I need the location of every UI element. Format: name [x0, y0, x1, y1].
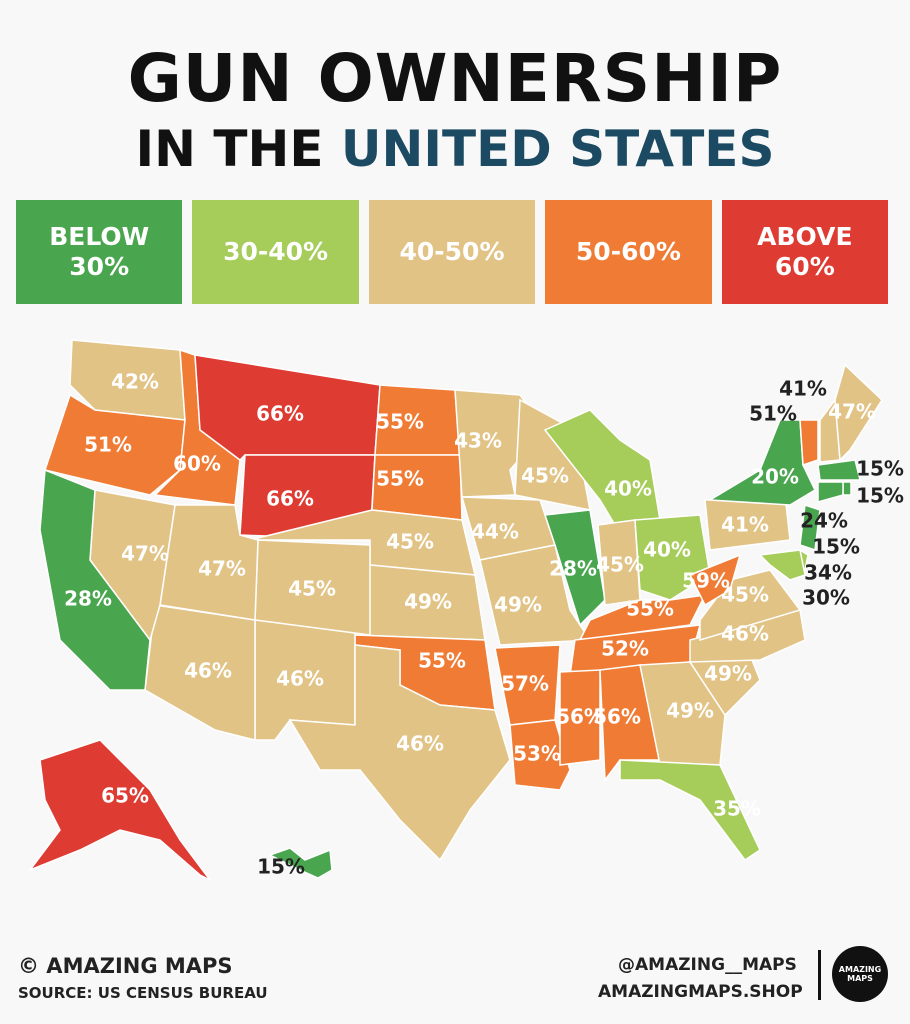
handle: @AMAZING__MAPS: [618, 955, 797, 975]
state-label: 66%: [256, 402, 304, 426]
state-label: 49%: [666, 699, 714, 723]
state: [509, 719, 571, 791]
state: [619, 759, 761, 862]
state-label: 45%: [386, 530, 434, 554]
state-label: 46%: [396, 732, 444, 756]
state-label: 49%: [404, 590, 452, 614]
state-label: 28%: [549, 557, 597, 581]
divider: [818, 950, 821, 1000]
state-label: 35%: [713, 797, 761, 821]
state: [288, 644, 511, 862]
state-label: 56%: [556, 705, 604, 729]
state-label: 15%: [856, 457, 904, 481]
state-label: 43%: [454, 429, 502, 453]
state-label: 41%: [721, 513, 769, 537]
state: [758, 549, 806, 581]
state-label: 15%: [812, 535, 860, 559]
state-label: 24%: [800, 509, 848, 533]
legend-item: 40-50%: [368, 200, 536, 304]
legend-item: BELOW 30%: [16, 200, 183, 304]
state-label: 45%: [288, 577, 336, 601]
subtitle: IN THE UNITED STATES: [0, 120, 910, 178]
state-label: 45%: [596, 553, 644, 577]
state: [817, 481, 844, 503]
state-label: 47%: [198, 557, 246, 581]
state-label: 45%: [721, 583, 769, 607]
state: [543, 409, 661, 526]
state: [688, 553, 742, 607]
state-label: 65%: [101, 784, 149, 808]
state: [834, 363, 883, 462]
state: [842, 481, 852, 496]
state: [639, 661, 726, 766]
state: [799, 503, 821, 552]
state-label: 52%: [601, 637, 649, 661]
legend-item: 50-60%: [545, 200, 712, 304]
subtitle-a: IN THE: [135, 120, 324, 178]
state-label: 42%: [111, 370, 159, 394]
state-label: 60%: [173, 452, 221, 476]
state-label: 44%: [471, 520, 519, 544]
state-label: 40%: [643, 538, 691, 562]
state-label: 34%: [804, 561, 852, 585]
state-label: 66%: [266, 487, 314, 511]
source: SOURCE: US CENSUS BUREAU: [18, 984, 268, 1002]
logo: AMAZING MAPS: [832, 946, 888, 1002]
state-label: 46%: [721, 622, 769, 646]
state-label: 55%: [418, 649, 466, 673]
state-label: 15%: [257, 855, 305, 879]
state: [707, 419, 816, 506]
state-label: 57%: [501, 672, 549, 696]
copyright: © AMAZING MAPS: [18, 954, 233, 978]
state: [39, 468, 151, 691]
state-label: 20%: [751, 465, 799, 489]
state-label: 45%: [521, 464, 569, 488]
state: [559, 669, 601, 766]
state-label: 40%: [604, 477, 652, 501]
state-label: 56%: [593, 705, 641, 729]
state-label: 51%: [749, 402, 797, 426]
site: AMAZINGMAPS.SHOP: [598, 982, 803, 1002]
state-label: 49%: [494, 593, 542, 617]
state-label: 30%: [802, 586, 850, 610]
state: [817, 459, 861, 481]
state-label: 41%: [779, 377, 827, 401]
state: [27, 739, 211, 881]
state: [543, 509, 606, 627]
legend: BELOW 30% 30-40% 40-50% 50-60% ABOVE 60%: [16, 200, 889, 304]
state-label: 15%: [856, 484, 904, 508]
state-label: 59%: [682, 569, 730, 593]
state-label: 47%: [121, 542, 169, 566]
state-label: 28%: [64, 587, 112, 611]
state-label: 53%: [513, 742, 561, 766]
subtitle-b: UNITED STATES: [340, 120, 775, 178]
state: [799, 419, 819, 467]
title: GUN OWNERSHIP: [127, 40, 783, 117]
state-label: 46%: [184, 659, 232, 683]
state-label: 49%: [704, 662, 752, 686]
state-label: 47%: [828, 400, 876, 424]
state-label: 55%: [376, 467, 424, 491]
legend-item: 30-40%: [192, 200, 359, 304]
state-label: 55%: [376, 410, 424, 434]
legend-item: ABOVE 60%: [721, 200, 889, 304]
state-label: 46%: [276, 667, 324, 691]
state: [268, 847, 333, 879]
state-label: 51%: [84, 433, 132, 457]
state-label: 55%: [626, 597, 674, 621]
